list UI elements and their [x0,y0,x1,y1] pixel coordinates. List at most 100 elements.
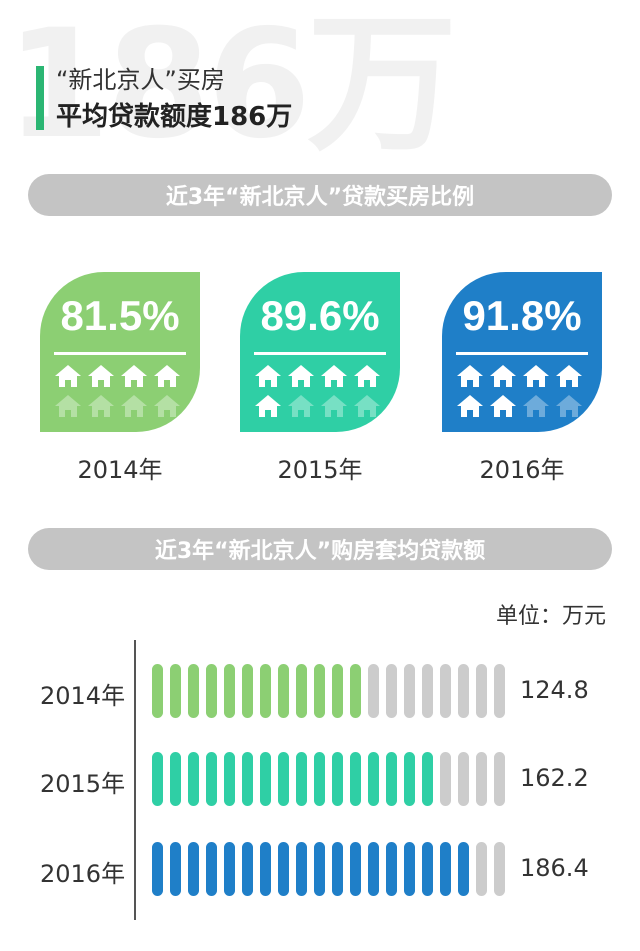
amount-bar-segment [422,664,433,718]
amount-bar-segment [422,752,433,806]
ratio-value-label: 89.6% [260,292,380,339]
section2-title-pill: 近3年“新北京人”购房套均贷款额 [28,528,612,570]
house-icon [556,395,582,417]
amount-bar-segment [458,752,469,806]
amount-bar-segment [296,664,307,718]
amount-bar-segment [170,752,181,806]
amount-bar-segment [332,752,343,806]
amount-bar-segment [224,752,235,806]
amount-bar-segment [260,752,271,806]
house-icon [354,395,380,417]
amount-bar-segment [206,664,217,718]
house-icon [354,365,380,387]
amount-bar-segment [260,664,271,718]
house-icon [555,364,583,392]
amount-bar-segment [242,752,253,806]
house-icon [287,364,315,392]
amount-year-label: 2014年 [40,682,126,710]
chart-axis-line [134,640,136,920]
amount-value-label: 162.2 [520,764,589,792]
page-title: 平均贷款额度186万 [56,102,293,132]
amount-bar-segment [422,842,433,896]
amount-bar-segment [476,752,487,806]
amount-bar-segment [386,842,397,896]
amount-bar-segment [350,842,361,896]
house-icon [287,394,315,422]
amount-bar-segment [278,664,289,718]
house-icon [153,364,181,392]
amount-bar-segment [224,842,235,896]
ratio-year-label: 2016年 [479,456,565,484]
amount-bar-segment [170,842,181,896]
amount-bar-segment [296,752,307,806]
amount-bar-segment [404,752,415,806]
ratio-card-2014年: 81.5% [40,272,200,432]
watermark-text: 186万 [6,0,457,172]
amount-bar-segment [332,842,343,896]
amount-bar-segment [368,664,379,718]
amount-bar-segment [458,664,469,718]
card-divider [54,352,186,355]
house-icon [55,365,81,387]
house-icon [154,395,180,417]
card-divider [456,352,588,355]
ratio-card-2015年: 89.6% [240,272,400,432]
amount-year-label: 2016年 [40,860,126,888]
unit-label: 单位：万元 [495,604,606,629]
house-icon [288,395,314,417]
house-icon [88,395,114,417]
house-icon [457,395,483,417]
house-icon [320,394,348,422]
house-icon [321,365,347,387]
house-icon [456,394,484,422]
amount-bar-segment [188,752,199,806]
amount-bar-segment [368,842,379,896]
house-icon [523,365,549,387]
amount-bar-segment [224,664,235,718]
amount-bar-segment [404,842,415,896]
amount-bar-segment [170,664,181,718]
house-icon [321,395,347,417]
house-icon [489,394,517,422]
ratio-year-label: 2014年 [77,456,163,484]
house-icon [120,364,148,392]
section1-title-pill: 近3年“新北京人”贷款买房比例 [28,174,612,216]
amount-bar-segment [242,842,253,896]
title-accent-bar [36,66,44,130]
house-icon [522,394,550,422]
house-icon [121,395,147,417]
amount-bar-segment [458,842,469,896]
amount-value-label: 186.4 [520,854,589,882]
house-icon [121,365,147,387]
amount-bar-segment [494,664,505,718]
amount-bar-segment [440,842,451,896]
house-icon [54,394,82,422]
house-icon [489,364,517,392]
ratio-year-label: 2015年 [277,456,363,484]
house-icon [87,364,115,392]
amount-bar-segment [152,752,163,806]
house-icon [254,394,282,422]
amount-bar-segment [494,752,505,806]
amount-bar-segment [386,664,397,718]
house-icon [353,364,381,392]
amount-bar-segment [314,752,325,806]
house-icon [555,394,583,422]
house-icon [456,364,484,392]
amount-bar-segment [152,664,163,718]
house-icon [54,364,82,392]
house-icon [55,395,81,417]
house-icon [457,365,483,387]
amount-bar-segment [332,664,343,718]
ratio-value-label: 81.5% [60,292,180,339]
house-icon [254,364,282,392]
amount-bar-segment [476,842,487,896]
house-icon [556,365,582,387]
amount-bar-segment [314,664,325,718]
amount-bar-segment [368,752,379,806]
amount-bar-segment [152,842,163,896]
house-icon [320,364,348,392]
house-icon [490,365,516,387]
amount-bar-segment [188,842,199,896]
house-icon [490,395,516,417]
